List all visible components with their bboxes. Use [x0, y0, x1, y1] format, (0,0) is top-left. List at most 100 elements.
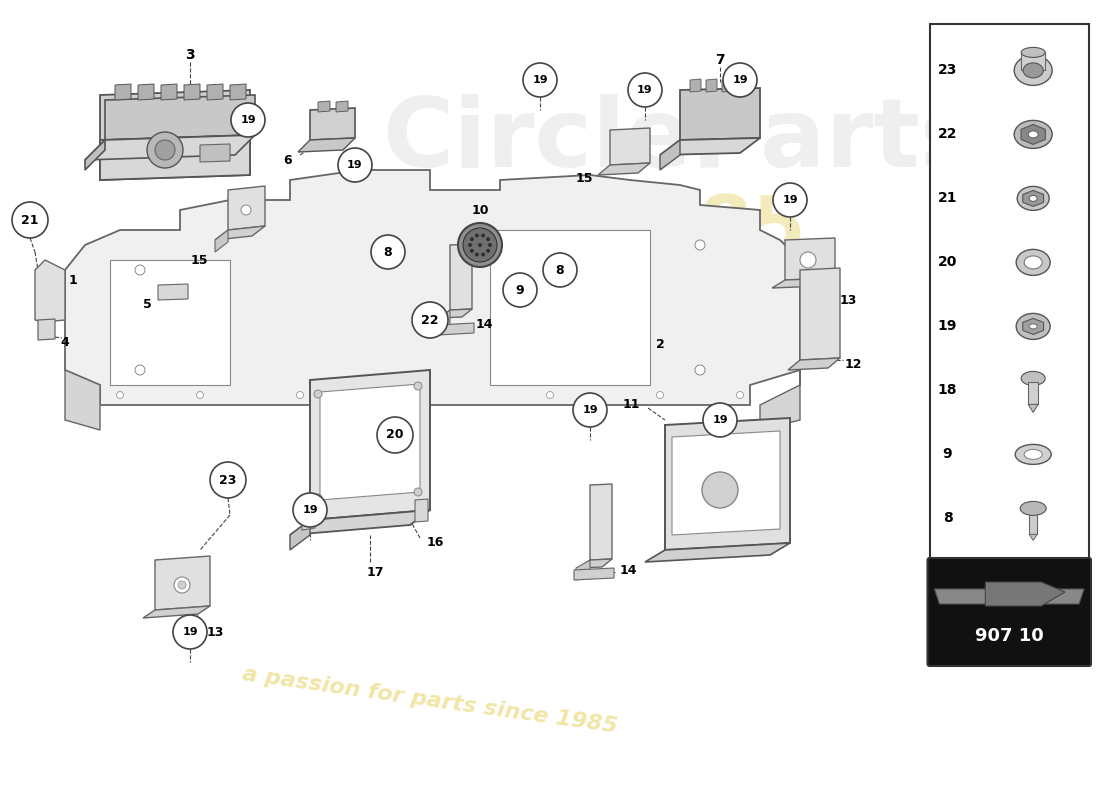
Circle shape: [135, 265, 145, 275]
Polygon shape: [1030, 534, 1037, 541]
Circle shape: [695, 365, 705, 375]
Polygon shape: [228, 186, 265, 230]
Circle shape: [478, 243, 482, 247]
Polygon shape: [85, 135, 255, 160]
Circle shape: [481, 253, 485, 257]
Circle shape: [486, 249, 491, 253]
Polygon shape: [290, 510, 430, 535]
Polygon shape: [690, 79, 701, 92]
Circle shape: [468, 243, 472, 247]
Polygon shape: [318, 101, 330, 112]
Circle shape: [488, 243, 492, 247]
Ellipse shape: [1030, 324, 1037, 329]
Text: 907 10: 907 10: [975, 627, 1044, 645]
Polygon shape: [440, 310, 450, 335]
Polygon shape: [100, 135, 250, 180]
Text: 17: 17: [366, 566, 384, 578]
Polygon shape: [100, 135, 250, 180]
Polygon shape: [104, 95, 255, 140]
Text: 22: 22: [937, 127, 957, 142]
Polygon shape: [1023, 318, 1044, 334]
Polygon shape: [450, 244, 472, 310]
Text: 19: 19: [302, 505, 318, 515]
Polygon shape: [645, 543, 790, 562]
Circle shape: [695, 240, 705, 250]
Polygon shape: [1021, 124, 1045, 144]
Circle shape: [573, 393, 607, 427]
Polygon shape: [738, 79, 749, 92]
Text: a passion for parts since 1985: a passion for parts since 1985: [241, 664, 619, 736]
Polygon shape: [161, 84, 177, 100]
Circle shape: [547, 391, 553, 398]
Text: 1985: 1985: [594, 193, 806, 267]
Polygon shape: [298, 138, 355, 152]
Polygon shape: [302, 506, 315, 530]
Polygon shape: [85, 140, 104, 170]
Circle shape: [293, 493, 327, 527]
Circle shape: [773, 183, 807, 217]
Polygon shape: [772, 278, 835, 288]
Circle shape: [147, 132, 183, 168]
Text: 19: 19: [712, 415, 728, 425]
Circle shape: [314, 494, 322, 502]
Polygon shape: [1028, 404, 1038, 413]
Polygon shape: [39, 319, 55, 340]
Text: 15: 15: [575, 171, 593, 185]
Polygon shape: [184, 84, 200, 100]
Text: 8: 8: [943, 511, 953, 526]
Text: 23: 23: [219, 474, 236, 486]
Text: 21: 21: [21, 214, 38, 226]
Ellipse shape: [1015, 444, 1052, 464]
Text: 19: 19: [782, 195, 797, 205]
Text: 9: 9: [943, 447, 953, 462]
FancyBboxPatch shape: [930, 24, 1089, 664]
Polygon shape: [320, 384, 420, 500]
Polygon shape: [310, 370, 430, 520]
Polygon shape: [574, 568, 614, 580]
Text: 21: 21: [937, 191, 957, 206]
Polygon shape: [116, 84, 131, 100]
Polygon shape: [1030, 513, 1037, 534]
Text: 10: 10: [471, 203, 488, 217]
Polygon shape: [207, 84, 223, 100]
Text: 12: 12: [845, 358, 862, 371]
Circle shape: [231, 103, 265, 137]
Circle shape: [241, 205, 251, 215]
Ellipse shape: [1014, 55, 1053, 86]
Polygon shape: [65, 170, 800, 405]
Polygon shape: [672, 431, 780, 535]
Polygon shape: [1023, 190, 1044, 206]
Circle shape: [463, 228, 497, 262]
Polygon shape: [680, 88, 760, 140]
Ellipse shape: [1021, 47, 1045, 58]
Polygon shape: [336, 101, 348, 112]
Circle shape: [314, 390, 322, 398]
Text: 19: 19: [938, 319, 957, 334]
Polygon shape: [986, 582, 1065, 606]
Polygon shape: [65, 370, 100, 430]
Text: 13: 13: [207, 626, 223, 638]
Polygon shape: [788, 358, 840, 370]
Text: 19: 19: [582, 405, 597, 415]
Polygon shape: [800, 268, 840, 360]
Polygon shape: [576, 560, 590, 580]
Circle shape: [475, 253, 478, 257]
Circle shape: [628, 73, 662, 107]
Circle shape: [503, 273, 537, 307]
Circle shape: [414, 382, 422, 390]
Text: 19: 19: [532, 75, 548, 85]
Text: 20: 20: [386, 429, 404, 442]
Polygon shape: [310, 108, 355, 140]
Polygon shape: [580, 559, 612, 568]
Ellipse shape: [1028, 131, 1038, 138]
Text: 1: 1: [68, 274, 77, 286]
Circle shape: [117, 391, 123, 398]
Text: CircleParts: CircleParts: [382, 94, 978, 186]
Circle shape: [800, 252, 816, 268]
Circle shape: [396, 391, 404, 398]
Polygon shape: [660, 138, 760, 155]
Polygon shape: [666, 418, 790, 550]
Ellipse shape: [1030, 195, 1037, 202]
Circle shape: [371, 235, 405, 269]
Ellipse shape: [1016, 314, 1050, 339]
